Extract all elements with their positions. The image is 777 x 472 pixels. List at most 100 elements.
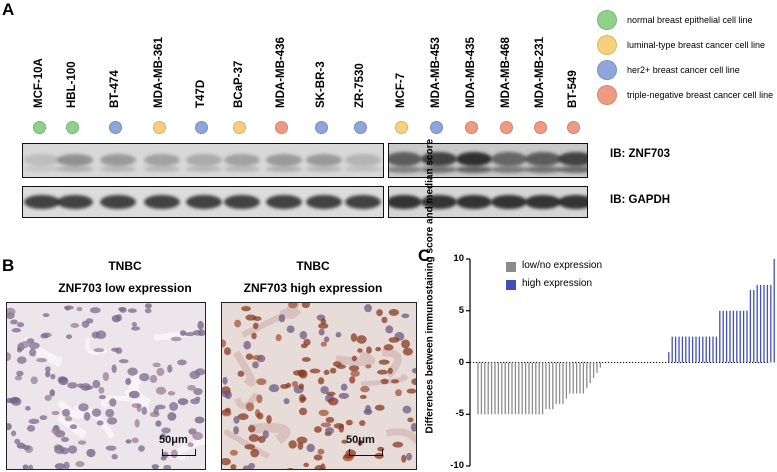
cell-nucleus <box>184 332 195 337</box>
cell-nucleus <box>149 374 158 384</box>
cell-nucleus <box>98 395 106 400</box>
cell-nucleus <box>187 384 196 391</box>
cell-nucleus <box>320 385 329 394</box>
blot-band <box>456 195 492 209</box>
blot-band <box>186 166 222 172</box>
cell-nucleus <box>357 439 363 446</box>
left-image-title-2: ZNF703 low expression <box>58 281 192 295</box>
cell-nucleus <box>388 308 400 316</box>
cell-nucleus <box>67 445 78 454</box>
cell-nucleus <box>14 375 23 381</box>
blot-band <box>100 166 136 172</box>
cell-nucleus <box>109 398 117 407</box>
cell-nucleus <box>388 337 400 343</box>
blot-band <box>456 166 492 173</box>
chart-y-tick-label: -10 <box>450 460 464 471</box>
cell-nucleus <box>360 385 370 393</box>
legend-swatch-high <box>506 280 516 290</box>
legend-dot-luminal <box>597 35 617 55</box>
cell-nucleus <box>28 342 40 350</box>
cell-nucleus <box>266 414 272 424</box>
blot-band <box>100 195 136 209</box>
blot-band <box>345 195 381 209</box>
blot-band <box>525 152 561 166</box>
blot-band <box>389 166 422 173</box>
cell-nucleus <box>151 464 160 469</box>
cell-nucleus <box>288 440 297 449</box>
cell-nucleus <box>60 436 70 443</box>
cell-nucleus <box>105 445 117 451</box>
cell-nucleus <box>194 416 205 424</box>
cell-nucleus <box>28 418 40 425</box>
legend-label-normal: normal breast epithelial cell line <box>627 15 753 25</box>
cell-nucleus <box>242 465 250 469</box>
cell-nucleus <box>51 410 60 416</box>
cell-nucleus <box>351 355 358 362</box>
cell-nucleus <box>341 439 349 444</box>
gapdh-blot-right <box>388 186 588 218</box>
cell-nucleus <box>390 379 400 384</box>
cell-nucleus <box>257 435 266 443</box>
lane-dot-left-4 <box>195 121 208 134</box>
cell-nucleus <box>230 464 237 469</box>
cell-nucleus <box>194 368 205 376</box>
cell-nucleus <box>248 462 256 469</box>
cell-nucleus <box>20 340 30 349</box>
cell-nucleus <box>131 437 139 444</box>
blot-band <box>306 166 342 172</box>
cell-nucleus <box>252 355 262 361</box>
blot-band <box>266 154 302 166</box>
cell-nucleus <box>62 408 71 417</box>
cell-nucleus <box>318 328 325 336</box>
cell-nucleus <box>323 336 330 343</box>
cell-nucleus <box>160 456 167 461</box>
lane-dot-right-0 <box>395 121 408 134</box>
cell-nucleus <box>251 332 257 340</box>
cell-nucleus <box>67 382 78 389</box>
blot-band <box>421 152 457 166</box>
cell-nucleus <box>44 394 52 401</box>
lane-dot-left-7 <box>315 121 328 134</box>
cell-nucleus <box>115 314 122 322</box>
cell-nucleus <box>144 308 152 314</box>
blot-band <box>144 154 180 166</box>
blot-band <box>224 166 260 172</box>
cell-nucleus <box>45 366 51 373</box>
cell-nucleus <box>320 463 326 469</box>
cell-nucleus <box>383 344 394 351</box>
cell-nucleus <box>118 359 129 364</box>
cell-nucleus <box>128 390 140 399</box>
cell-nucleus <box>170 336 182 342</box>
cell-nucleus <box>81 320 90 328</box>
cell-nucleus <box>401 313 410 319</box>
cell-nucleus <box>107 417 118 425</box>
cell-nucleus <box>7 307 16 316</box>
cell-nucleus <box>233 416 240 424</box>
cell-nucleus <box>299 394 306 404</box>
cell-nucleus <box>7 423 12 431</box>
cell-nucleus <box>366 346 372 354</box>
gapdh-blot-left <box>22 186 384 218</box>
cell-nucleus <box>292 370 304 376</box>
cell-nucleus <box>317 377 325 385</box>
cell-nucleus <box>296 436 308 444</box>
blot-band <box>491 166 527 173</box>
cell-nucleus <box>410 422 416 432</box>
cell-nucleus <box>406 452 413 461</box>
cell-nucleus <box>16 322 25 328</box>
cell-nucleus <box>111 347 119 352</box>
cell-nucleus <box>193 388 203 396</box>
cell-nucleus <box>187 442 194 448</box>
cell-nucleus <box>340 383 348 391</box>
cell-nucleus <box>26 338 35 344</box>
cell-nucleus <box>155 386 167 395</box>
blot-band <box>456 152 492 166</box>
cell-nucleus <box>45 371 51 378</box>
blot-band <box>224 195 260 209</box>
cell-nucleus <box>345 419 353 426</box>
cell-nucleus <box>156 367 165 376</box>
cell-nucleus <box>11 430 17 437</box>
cell-nucleus <box>318 323 329 329</box>
cell-nucleus <box>98 386 105 394</box>
cell-nucleus <box>167 364 173 373</box>
